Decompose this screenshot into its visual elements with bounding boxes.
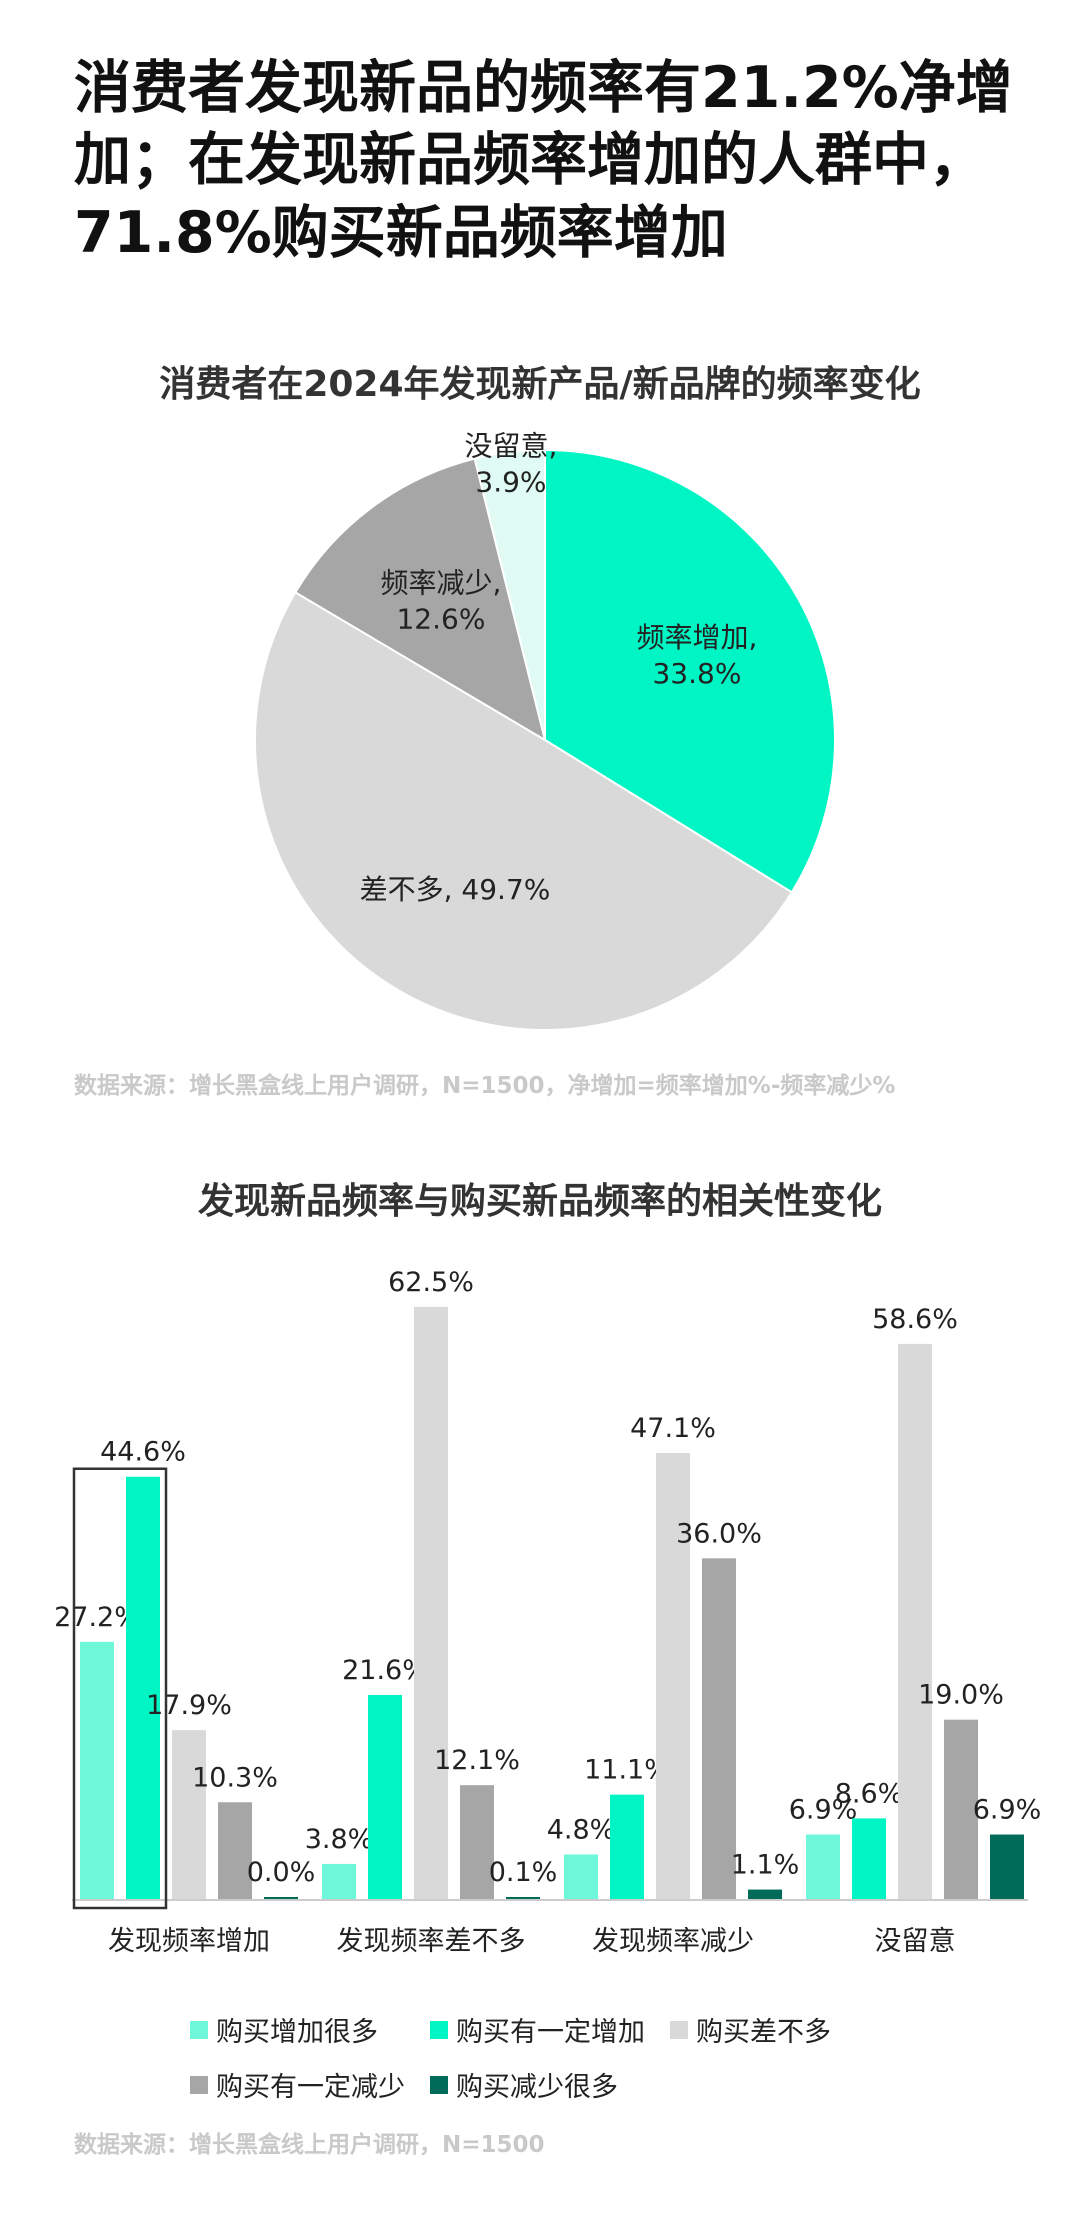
bar-source-note: 数据来源：增长黑盒线上用户调研，N=1500 <box>74 2132 545 2158</box>
bar-value-label: 21.6% <box>342 1655 428 1686</box>
pie-source-note: 数据来源：增长黑盒线上用户调研，N=1500，净增加=频率增加%-频率减少% <box>74 1073 896 1099</box>
pie-chart-title: 消费者在2024年发现新产品/新品牌的频率变化 <box>159 364 921 405</box>
bar <box>748 1889 782 1900</box>
legend-swatch <box>670 2020 688 2039</box>
pie-slice-label: 频率增加, 33.8% <box>636 621 757 690</box>
bar-value-label: 17.9% <box>146 1690 232 1721</box>
bar <box>898 1343 932 1900</box>
pie-slice <box>473 448 546 741</box>
bar-value-label: 44.6% <box>100 1437 186 1468</box>
pie-slice <box>294 457 547 743</box>
pie-chart: 频率增加, 33.8% 差不多, 49.7% 频率减少, 12.6% 没留意, 3.9% <box>254 430 836 1031</box>
bar-value-label: 6.9% <box>789 1795 858 1826</box>
highlight-box <box>72 1467 168 1910</box>
bar-value-label: 36.0% <box>676 1518 762 1549</box>
bar <box>656 1453 690 1900</box>
bar <box>460 1785 494 1900</box>
legend-swatch <box>190 2075 208 2094</box>
bar-value-label: 0.1% <box>489 1857 558 1888</box>
bar-value-label: 12.1% <box>434 1745 520 1776</box>
legend-label: 购买有一定增加 <box>456 2017 645 2048</box>
bar <box>564 1854 598 1900</box>
legend-item: 购买有一定增加 <box>430 2010 670 2049</box>
bar-value-label: 62.5% <box>388 1267 474 1298</box>
legend-label: 购买有一定减少 <box>216 2072 405 2103</box>
legend-item: 购买有一定减少 <box>190 2065 430 2104</box>
pie-slice-label: 没留意, 3.9% <box>465 430 558 499</box>
bar-value-label: 19.0% <box>918 1680 1004 1711</box>
bar-value-label: 11.1% <box>584 1755 670 1786</box>
legend-item: 购买差不多 <box>670 2010 910 2049</box>
bar <box>852 1818 886 1900</box>
bar-value-label: 8.6% <box>835 1778 904 1809</box>
legend-swatch <box>430 2075 448 2094</box>
bar <box>944 1719 978 1900</box>
pie-slice-label: 差不多, 49.7% <box>360 873 551 906</box>
bar <box>368 1695 402 1900</box>
bar <box>610 1794 644 1900</box>
bar-value-label: 10.3% <box>192 1762 278 1793</box>
bar-value-label: 1.1% <box>731 1850 800 1881</box>
category-label: 发现频率减少 <box>592 1926 754 1957</box>
bar <box>414 1306 448 1900</box>
bar <box>172 1730 206 1900</box>
bar-value-label: 58.6% <box>872 1304 958 1335</box>
category-label: 发现频率差不多 <box>337 1926 526 1957</box>
bar-chart: 27.2% 44.6% 17.9% 10.3% 0.0% 发现频率增加 3.8% 21.6% 6… <box>54 1267 1042 1957</box>
bar <box>702 1558 736 1900</box>
bar <box>218 1802 252 1900</box>
bar <box>264 1897 298 1900</box>
legend-swatch <box>190 2020 208 2039</box>
legend-swatch <box>430 2020 448 2039</box>
bar-value-label: 4.8% <box>547 1814 616 1845</box>
legend: 购买增加很多 购买有一定增加 购买差不多 购买有一定减少 购买减少很多 <box>190 2010 910 2104</box>
category-label: 没留意 <box>875 1926 956 1957</box>
bar-value-label: 0.0% <box>247 1857 316 1888</box>
legend-item: 购买增加很多 <box>190 2010 430 2049</box>
pie-slice <box>544 448 836 894</box>
headline: 消费者发现新品的频率有21.2%净增加；在发现新品频率增加的人群中，71.8%购… <box>74 55 1013 266</box>
bar-value-label: 27.2% <box>54 1602 140 1633</box>
bar-value-label: 47.1% <box>630 1413 716 1444</box>
bar <box>506 1897 540 1900</box>
bar-chart-title: 发现新品频率与购买新品频率的相关性变化 <box>197 1181 882 1222</box>
bar-value-label: 3.8% <box>305 1824 374 1855</box>
pie-slice-label: 频率减少, 12.6% <box>381 567 502 636</box>
bar <box>806 1834 840 1900</box>
legend-label: 购买增加很多 <box>216 2017 378 2048</box>
bar <box>990 1834 1024 1900</box>
bar <box>80 1641 114 1900</box>
bar-value-label: 6.9% <box>973 1795 1042 1826</box>
bar <box>322 1863 356 1900</box>
legend-label: 购买差不多 <box>696 2017 831 2048</box>
legend-label: 购买减少很多 <box>456 2072 618 2103</box>
category-label: 发现频率增加 <box>108 1926 270 1957</box>
legend-item: 购买减少很多 <box>430 2065 670 2104</box>
bar <box>126 1476 160 1900</box>
pie-slice <box>254 591 794 1031</box>
